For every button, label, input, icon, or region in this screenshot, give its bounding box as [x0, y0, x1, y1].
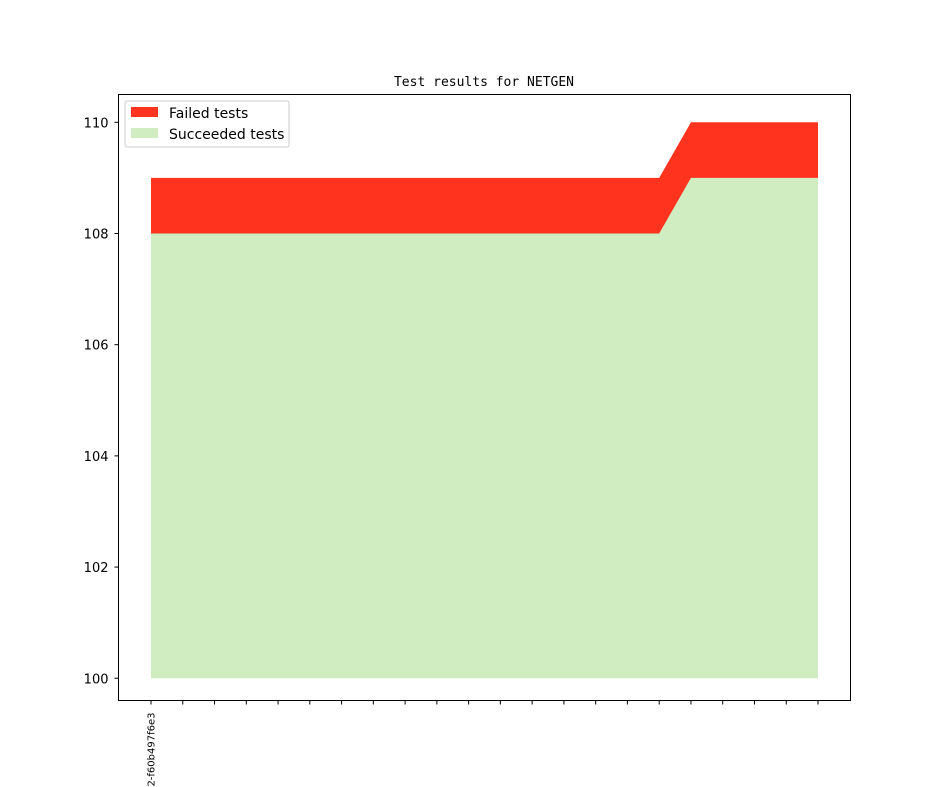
area-layer	[151, 122, 818, 679]
legend-box	[124, 100, 290, 148]
y-tick-label: 104	[84, 450, 109, 465]
y-axis: 100 102 104 106 108 110	[84, 116, 119, 687]
y-tick-label: 108	[84, 227, 109, 242]
plot-frame	[118, 94, 851, 701]
legend-label-succeeded: Succeeded tests	[169, 127, 284, 143]
area-failed-tests	[151, 122, 818, 234]
x-axis: 72-f60b497f6e3	[147, 700, 819, 787]
chart-title: Test results for NETGEN	[394, 75, 574, 90]
legend-swatch-succeeded	[131, 128, 158, 138]
y-tick-label: 100	[84, 672, 109, 687]
legend-label-failed: Failed tests	[169, 106, 248, 122]
legend: Failed tests Succeeded tests	[124, 100, 290, 148]
area-succeeded-tests	[151, 177, 818, 679]
y-tick-label: 110	[84, 116, 109, 131]
x-tick-label: 72-f60b497f6e3	[147, 713, 158, 787]
y-tick-label: 102	[84, 561, 109, 576]
y-tick-label: 106	[84, 339, 109, 354]
legend-swatch-failed	[131, 107, 158, 117]
